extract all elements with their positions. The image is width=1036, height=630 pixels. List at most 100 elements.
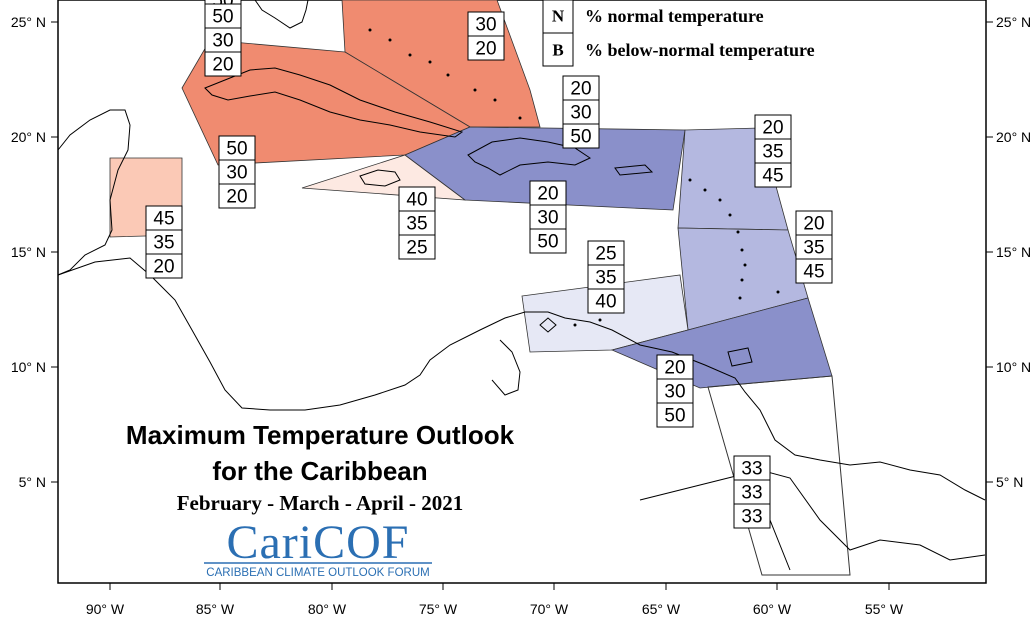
prob-cell [754, 138, 792, 164]
prob-cell [218, 159, 256, 185]
prob-value: 50 [537, 232, 558, 253]
coast-detail-1 [491, 339, 521, 396]
prob-cell [562, 99, 600, 125]
latitude-labels-left: 25° N 20° N 15° N 10° N 5° N [11, 14, 46, 490]
prob-value: 35 [153, 233, 174, 254]
prob-value: 33 [741, 507, 762, 528]
prob-value: 35 [406, 214, 427, 235]
prob-value: 20 [762, 118, 783, 139]
south-america-interior [639, 469, 986, 561]
prob-value: 45 [153, 209, 174, 230]
prob-value: 45 [803, 262, 824, 283]
prob-box-belize: 45 35 20 [145, 205, 183, 279]
latitude-labels-right: 25° N 20° N 15° N 10° N 5° N [996, 14, 1031, 490]
prob-value: 30 [570, 103, 591, 124]
lon-tick-label: 90° W [86, 601, 125, 617]
prob-cell [145, 229, 183, 255]
prob-cell [467, 35, 505, 61]
prob-cell [754, 114, 792, 140]
cuba-coastline [204, 67, 464, 138]
prob-cell [398, 234, 436, 260]
prob-cell [795, 258, 833, 284]
prob-cell [529, 180, 567, 206]
prob-cell [656, 402, 694, 428]
prob-box-hispaniola-puerto-rico: 20 30 50 [529, 180, 567, 254]
legend-text-normal: % normal temperature [585, 6, 764, 26]
prob-cell [587, 264, 625, 290]
lat-tick-label-left: 10° N [11, 359, 46, 375]
prob-cell [733, 455, 771, 481]
lon-tick-label: 85° W [196, 601, 235, 617]
trinidad-coastline [727, 347, 753, 367]
lon-tick-label: 80° W [308, 601, 347, 617]
lat-tick-label-right: 20° N [996, 129, 1031, 145]
lon-tick-label: 60° W [753, 601, 792, 617]
prob-cell [398, 210, 436, 236]
longitude-labels: 90° W 85° W 80° W 75° W 70° W 65° W 60° W 55° W [86, 601, 904, 617]
prob-value: 20 [226, 187, 247, 208]
prob-value: 35 [803, 238, 824, 259]
prob-cell [204, 51, 242, 77]
prob-value: 30 [212, 31, 233, 52]
prob-cell [218, 135, 256, 161]
prob-cell [656, 354, 694, 380]
prob-box-windward-islands: 20 35 45 [795, 210, 833, 284]
prob-value: 40 [595, 292, 616, 313]
prob-value: 20 [212, 55, 233, 76]
prob-value: 20 [803, 214, 824, 235]
prob-value: 50 [226, 139, 247, 160]
puerto-rico-coastline [614, 164, 654, 176]
lat-tick-label-left: 5° N [19, 474, 46, 490]
prob-value: 20 [475, 39, 496, 60]
map-subtitle: February - March - April - 2021 [177, 491, 464, 515]
lat-tick-label-left: 20° N [11, 129, 46, 145]
prob-cell [795, 234, 833, 260]
prob-cell [218, 183, 256, 209]
prob-value: 30 [537, 208, 558, 229]
legend-key-b: B [552, 41, 563, 60]
prob-box-turks-caicos: 20 30 50 [562, 75, 600, 149]
lat-tick-label-right: 10° N [996, 359, 1031, 375]
prob-box-trinidad-tobago: 20 30 50 [656, 354, 694, 428]
lon-tick-label: 55° W [865, 601, 904, 617]
prob-cell [145, 253, 183, 279]
prob-value: 50 [570, 127, 591, 148]
legend: N % normal temperature B % below-normal … [542, 0, 815, 67]
lat-tick-label-right: 15° N [996, 244, 1031, 260]
lat-tick-label-right: 5° N [996, 474, 1023, 490]
prob-value: 20 [570, 79, 591, 100]
probability-boxes: 5030203020503020503020453520403525203050… [145, 0, 833, 529]
prob-cell [562, 123, 600, 149]
prob-value: 50 [664, 406, 685, 427]
lon-tick-label: 75° W [419, 601, 458, 617]
prob-box-leeward-islands: 20 35 45 [754, 114, 792, 188]
zone-hispaniola [404, 126, 686, 211]
prob-value: 40 [406, 190, 427, 211]
prob-value: 25 [595, 244, 616, 265]
lon-tick-label: 70° W [530, 601, 569, 617]
prob-box-guianas: 33 33 33 [733, 455, 771, 529]
legend-key-box-n [542, 0, 574, 34]
prob-box-abc-islands: 25 35 40 [587, 240, 625, 314]
map-title-line2: for the Caribbean [212, 456, 427, 486]
prob-value: 20 [537, 184, 558, 205]
prob-cell [587, 240, 625, 266]
prob-box-cayman-jamaica: 50 30 20 [218, 135, 256, 209]
coast-detail-2 [539, 317, 557, 333]
central-america-coastline [57, 257, 986, 501]
prob-value: 35 [595, 268, 616, 289]
logo-main-text: CariCOF [226, 516, 409, 569]
lon-tick-label: 65° W [642, 601, 681, 617]
map-title-line1: Maximum Temperature Outlook [126, 420, 515, 450]
prob-value: 45 [762, 166, 783, 187]
prob-cell [754, 162, 792, 188]
prob-value: 20 [664, 358, 685, 379]
legend-text-below: % below-normal temperature [585, 40, 815, 60]
legend-key-n: N [552, 7, 565, 26]
prob-box-jamaica-south: 40 35 25 [398, 186, 436, 260]
axis-ticks [51, 21, 993, 590]
prob-cell [529, 228, 567, 254]
prob-value: 20 [153, 257, 174, 278]
legend-key-box-b [542, 32, 574, 67]
